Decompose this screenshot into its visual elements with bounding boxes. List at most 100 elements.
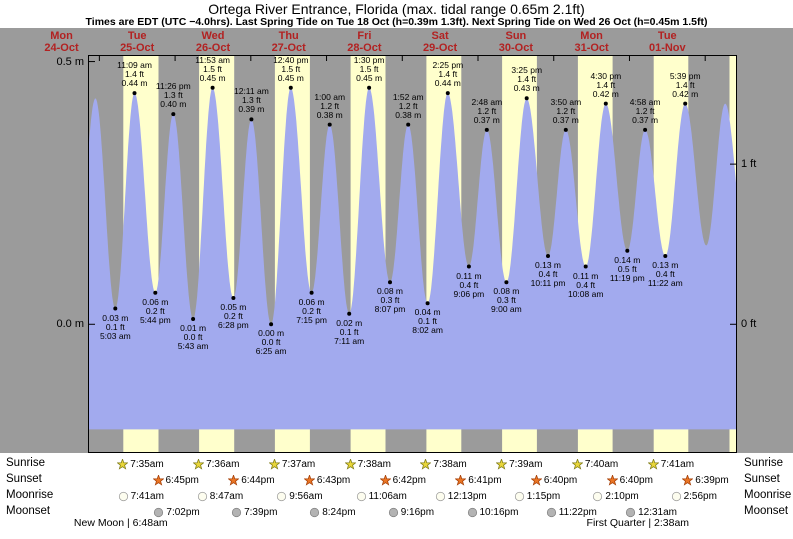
moonset-time: 12:31am [638,506,678,518]
page-title: Ortega River Entrance, Florida (max. tid… [208,1,585,17]
tide-extreme-dot [504,280,509,285]
moon-phase-note: First Quarter | 2:38am [586,517,690,529]
sunrise-star-icon [344,458,356,470]
tide-extreme-dot [683,101,688,106]
tide-extreme-dot [269,322,274,327]
moonrise-label-left: Moonrise [6,489,54,501]
sunset-time: 6:39pm [695,474,729,486]
moonset-moon-icon [154,507,164,517]
moonrise-entry: 1:15pm [514,489,560,503]
tide-extreme-dot [406,122,411,127]
tide-extreme-dot [113,306,118,311]
moonset-label-right: Moonset [744,505,789,517]
sunrise-time: 7:41am [660,458,695,470]
moonrise-time: 11:06am [368,490,407,502]
moonset-label-left: Moonset [6,505,51,517]
sunrise-time: 7:36am [206,458,240,470]
sunset-time: 6:43pm [316,474,351,486]
sunset-time: 6:45pm [165,474,199,486]
moonrise-entry: 11:06am [356,489,407,503]
moonset-entry: 9:16pm [388,505,434,519]
sunrise-time: 7:38am [357,458,391,470]
moonrise-moon-icon [435,491,445,501]
moonset-entry: 7:39pm [231,505,277,519]
sunset-star-icon [455,474,467,486]
sunset-star-icon [530,474,542,486]
moonset-moon-icon [626,507,636,517]
sunset-entry: 6:45pm [152,473,199,487]
moonrise-moon-icon [118,491,128,501]
sunrise-entry: 7:39am [496,457,542,471]
moonset-time: 8:24pm [322,506,356,518]
tide-extreme-dot [249,117,254,122]
sunrise-entry: 7:38am [420,457,467,471]
moonrise-entry: 7:41am [118,489,164,503]
sunset-time: 6:41pm [468,474,502,486]
tide-extreme-dot [546,254,550,258]
moonrise-entry: 2:10pm [592,489,639,503]
sunrise-time: 7:40am [584,458,619,470]
sunset-star-icon [303,474,315,486]
moonrise-entry: 8:47am [197,489,243,503]
sunset-time: 6:42pm [392,474,426,486]
sunset-time: 6:40pm [543,474,578,486]
sunset-entry: 6:40pm [606,473,653,487]
moonrise-moon-icon [593,491,603,501]
tide-extreme-dot [643,127,648,132]
moonset-time: 10:16pm [479,506,519,518]
moonrise-time: 9:56am [289,490,323,502]
tide-extreme-dot [327,122,332,127]
tide-plot [88,55,737,453]
tide-extreme-dot [171,112,176,117]
sunrise-star-icon [268,458,280,470]
sunset-entry: 6:41pm [455,473,502,487]
moonset-moon-icon [388,507,398,517]
moonset-entry: 10:16pm [467,505,519,519]
tide-extreme-dot [367,85,372,90]
tide-extreme-dot [625,248,630,253]
sunrise-entry: 7:41am [647,457,695,471]
moonset-entry: 8:24pm [309,505,356,519]
tide-extreme-dot [288,85,293,90]
tide-extreme-dot [425,301,430,306]
moonset-entry: 7:02pm [153,505,200,519]
moonset-time: 7:39pm [244,506,278,518]
moonset-time: 7:02pm [166,506,200,518]
sunset-entry: 6:44pm [228,473,275,487]
sunset-time: 6:44pm [241,474,275,486]
tide-curve [88,87,737,430]
tide-extreme-dot [524,96,529,101]
tide-extreme-dot [191,317,196,321]
sunrise-time: 7:38am [433,458,467,470]
sunset-entry: 6:39pm [682,473,729,487]
sunrise-star-icon [193,458,205,470]
sunset-star-icon [152,474,164,486]
plot-area [88,55,737,453]
moonrise-time: 8:47am [209,490,244,502]
moon-phase-note: New Moon | 6:48am [73,517,168,529]
moonrise-moon-icon [671,491,681,501]
sunset-star-icon [228,474,240,486]
moonrise-entry: 9:56am [276,489,323,503]
moonset-time: 9:16pm [400,506,435,518]
tide-extreme-dot [583,264,588,269]
sunrise-label-left: Sunrise [6,457,45,469]
sunrise-entry: 7:37am [268,457,315,471]
moonrise-label-right: Moonrise [744,489,792,501]
moonrise-moon-icon [514,491,524,501]
tide-extreme-dot [563,127,568,132]
sunrise-star-icon [117,458,129,470]
moonrise-time: 7:41am [130,490,164,502]
sunrise-star-icon [420,458,432,470]
sunset-label-right: Sunset [744,473,780,485]
sunrise-star-icon [571,458,583,470]
tide-extreme-dot [153,290,158,295]
moonset-moon-icon [310,507,320,517]
sunrise-time: 7:39am [509,458,543,470]
moonrise-moon-icon [356,491,366,501]
sunrise-star-icon [647,458,659,470]
sunset-entry: 6:43pm [303,473,351,487]
sunrise-star-icon [496,458,508,470]
sunset-label-left: Sunset [6,473,42,485]
moonrise-entry: 2:56pm [671,489,717,503]
